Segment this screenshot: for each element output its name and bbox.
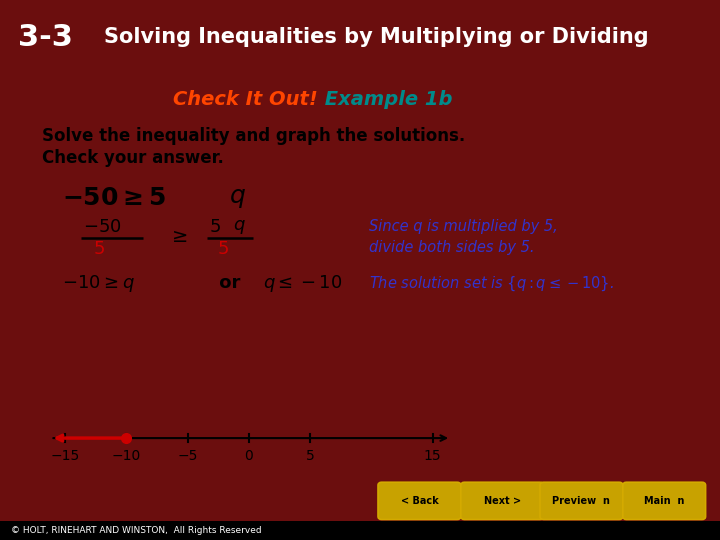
- Text: Solve the inequality and graph the solutions.: Solve the inequality and graph the solut…: [42, 127, 465, 145]
- Text: −10: −10: [112, 449, 141, 463]
- Text: 3-3: 3-3: [18, 23, 73, 51]
- FancyBboxPatch shape: [540, 482, 623, 519]
- Text: divide both sides by 5.: divide both sides by 5.: [369, 240, 534, 254]
- Text: $\geq$: $\geq$: [168, 227, 188, 246]
- Text: Main  n: Main n: [644, 496, 685, 506]
- Text: $\mathit{q}$: $\mathit{q}$: [229, 186, 246, 211]
- Text: or: or: [213, 274, 247, 293]
- FancyBboxPatch shape: [378, 482, 461, 519]
- Text: Preview  n: Preview n: [552, 496, 611, 506]
- Text: Check your answer.: Check your answer.: [42, 149, 224, 167]
- Text: $-50$: $-50$: [83, 218, 122, 236]
- Text: $5$: $5$: [209, 218, 220, 236]
- Text: Example 1b: Example 1b: [318, 90, 452, 109]
- Text: Check It Out!: Check It Out!: [173, 90, 318, 109]
- Text: 5: 5: [306, 449, 315, 463]
- Text: $-10 \geq q$: $-10 \geq q$: [63, 273, 135, 294]
- Text: $5$: $5$: [217, 240, 229, 258]
- Text: The solution set is $\{q:q \leq -10\}$.: The solution set is $\{q:q \leq -10\}$.: [369, 274, 613, 293]
- FancyBboxPatch shape: [623, 482, 706, 519]
- Text: −5: −5: [178, 449, 198, 463]
- Text: $q \leq -10$: $q \leq -10$: [263, 273, 342, 294]
- Text: Next >: Next >: [484, 496, 521, 506]
- Text: < Back: < Back: [400, 496, 438, 506]
- Text: $\mathbf{-50 \geq 5}$: $\mathbf{-50 \geq 5}$: [63, 186, 166, 211]
- Text: Solving Inequalities by Multiplying or Dividing: Solving Inequalities by Multiplying or D…: [104, 27, 649, 47]
- FancyBboxPatch shape: [461, 482, 544, 519]
- FancyBboxPatch shape: [0, 522, 720, 540]
- Text: −15: −15: [50, 449, 80, 463]
- Text: 0: 0: [245, 449, 253, 463]
- Text: 15: 15: [424, 449, 441, 463]
- Text: © HOLT, RINEHART AND WINSTON,  All Rights Reserved: © HOLT, RINEHART AND WINSTON, All Rights…: [11, 526, 261, 535]
- Text: $5$: $5$: [93, 240, 105, 258]
- Text: Since q is multiplied by 5,: Since q is multiplied by 5,: [369, 219, 557, 234]
- Text: $\mathit{q}$: $\mathit{q}$: [233, 218, 246, 236]
